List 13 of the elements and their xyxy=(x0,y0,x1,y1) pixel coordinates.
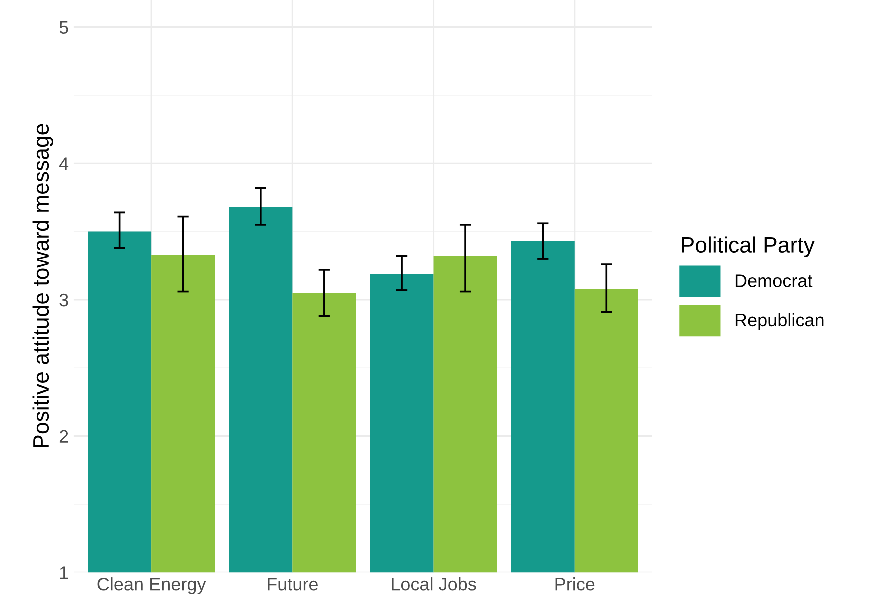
legend-label: Republican xyxy=(736,313,824,330)
x-tick-label: Future xyxy=(268,578,318,591)
y-tick-label: 4 xyxy=(59,158,69,170)
y-tick-label: 1 xyxy=(60,566,68,580)
legend-label: Democrat xyxy=(736,274,813,288)
x-tick-label: Price xyxy=(556,578,595,591)
y-tick-label: 2 xyxy=(60,430,68,443)
x-tick-label: Clean Energy xyxy=(98,578,206,594)
y-axis-title: Positive attitude toward message xyxy=(32,124,54,448)
y-tick-label: 5 xyxy=(60,21,68,34)
legend-title: Political Party xyxy=(682,236,815,258)
y-tick-label: 3 xyxy=(60,294,68,307)
x-tick-label: Local Jobs xyxy=(392,578,476,591)
